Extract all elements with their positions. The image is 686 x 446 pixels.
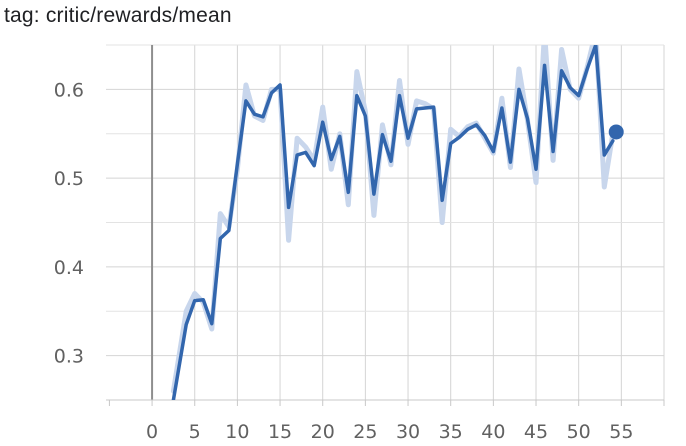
x-tick-label: 20 [311, 421, 335, 443]
series-line-smoothed [171, 45, 615, 400]
x-tick-label: 5 [189, 421, 201, 443]
x-tick-label: 45 [524, 421, 548, 443]
chart-title: tag: critic/rewards/mean [4, 4, 232, 27]
x-tick-label: 0 [146, 421, 158, 443]
hover-point-marker [608, 124, 624, 140]
x-tick-label: 35 [439, 421, 463, 443]
x-tick-label: 30 [396, 421, 420, 443]
y-tick-label: 0.5 [54, 168, 84, 190]
y-tick-label: 0.6 [54, 79, 84, 101]
x-tick-label: 10 [225, 421, 249, 443]
series-group [170, 45, 616, 400]
series-layer [170, 45, 624, 400]
x-tick-label: 55 [609, 421, 633, 443]
y-tick-label: 0.4 [54, 257, 84, 279]
axes [106, 45, 665, 406]
x-tick-label: 50 [567, 421, 591, 443]
x-tick-label: 25 [353, 421, 377, 443]
x-tick-label: 15 [268, 421, 292, 443]
tick-labels: 0.3 0.4 0.5 0.6 0 5 10 15 20 25 30 35 40 45 50 55 [54, 79, 634, 443]
y-tick-label: 0.3 [54, 346, 84, 368]
x-tick-label: 40 [481, 421, 505, 443]
